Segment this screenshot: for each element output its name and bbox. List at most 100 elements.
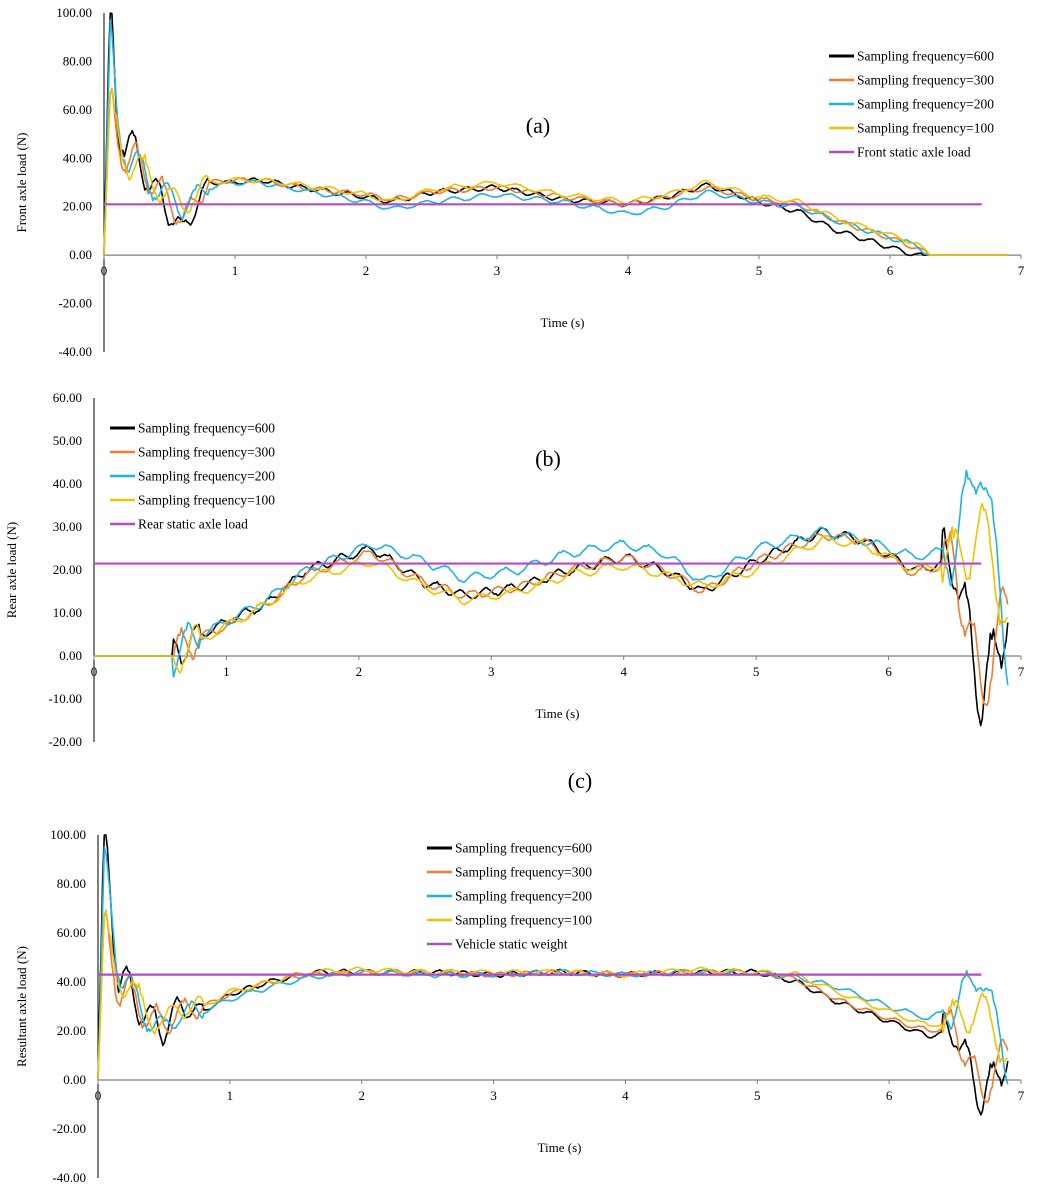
x-tick-label: 5: [753, 664, 760, 679]
panel-label: (b): [535, 446, 561, 471]
x-tick-label: 4: [625, 263, 632, 278]
legend-label: Sampling frequency=300: [455, 865, 592, 880]
legend-item: Sampling frequency=100: [829, 121, 994, 136]
x-tick-label: 2: [363, 263, 370, 278]
legend-label: Sampling frequency=300: [138, 445, 275, 460]
panel-label: (a): [526, 113, 550, 138]
y-tick-label: 20.00: [57, 1023, 86, 1038]
legend-label: Sampling frequency=600: [455, 841, 592, 856]
legend-item: Sampling frequency=200: [829, 97, 994, 112]
chart-panel-3: 100.00 80.00 60.00 40.00 20.00 0.00 -20.00 -40.…: [14, 768, 1025, 1185]
legend-label: Rear static axle load: [138, 517, 248, 532]
legend-label: Front static axle load: [857, 145, 971, 160]
x-tick-label: 1: [223, 664, 230, 679]
series-line: [103, 88, 1008, 256]
x-tick-label: 1: [227, 1088, 234, 1103]
legend: Sampling frequency=600 Sampling frequency…: [427, 841, 592, 952]
x-tick-label: 5: [756, 263, 763, 278]
series-line: [94, 469, 1009, 686]
y-tick-label: 80.00: [57, 876, 86, 891]
y-tick-label: -40.00: [52, 1170, 86, 1185]
y-tick-label: 30.00: [53, 519, 82, 534]
y-tick-label: 40.00: [57, 974, 86, 989]
series-line: [97, 910, 1009, 1081]
y-tick-label: 0.00: [59, 648, 82, 663]
series-line: [97, 846, 1009, 1085]
legend-item: Sampling frequency=100: [110, 493, 275, 508]
y-tick-label: -20.00: [58, 296, 92, 311]
series-line: [94, 526, 1009, 727]
x-tick-label: 4: [622, 1088, 629, 1103]
x-tick-label: 3: [494, 263, 501, 278]
legend-label: Sampling frequency=100: [857, 121, 994, 136]
y-tick-label: 100.00: [50, 827, 86, 842]
x-tick-label: 7: [1018, 664, 1025, 679]
x-tick-label: 3: [490, 1088, 497, 1103]
legend-item: Sampling frequency=600: [829, 49, 994, 64]
legend-item: Sampling frequency=200: [427, 889, 592, 904]
y-tick-label: 10.00: [53, 605, 82, 620]
y-tick-label: -20.00: [52, 1121, 86, 1136]
x-tick-label: 0: [101, 263, 108, 278]
y-tick-label: 60.00: [63, 102, 92, 117]
y-tick-label: 40.00: [63, 150, 92, 165]
legend: Sampling frequency=600 Sampling frequency…: [829, 49, 994, 160]
legend-item: Rear static axle load: [110, 517, 248, 532]
legend-label: Sampling frequency=200: [857, 97, 994, 112]
x-tick-label: 3: [488, 664, 495, 679]
y-tick-label: 60.00: [53, 390, 82, 405]
legend-label: Sampling frequency=200: [455, 889, 592, 904]
series-line: [94, 502, 1009, 674]
y-tick-label: 40.00: [53, 476, 82, 491]
y-tick-label: -10.00: [48, 691, 82, 706]
legend-label: Vehicle static weight: [455, 937, 568, 952]
y-tick-label: 0.00: [69, 247, 92, 262]
legend-label: Sampling frequency=200: [138, 469, 275, 484]
x-axis-title: Time (s): [541, 315, 585, 330]
y-tick-label: 100.00: [56, 5, 92, 20]
x-tick-label: 2: [358, 1088, 365, 1103]
legend-item: Vehicle static weight: [427, 937, 568, 952]
y-tick-label: 0.00: [63, 1072, 86, 1087]
legend-item: Sampling frequency=300: [427, 865, 592, 880]
x-tick-label: 1: [232, 263, 239, 278]
x-tick-label: 0: [91, 664, 98, 679]
legend-label: Sampling frequency=100: [138, 493, 275, 508]
legend-item: Sampling frequency=300: [110, 445, 275, 460]
x-axis-title: Time (s): [538, 1140, 582, 1155]
y-tick-label: -40.00: [58, 344, 92, 359]
legend-label: Sampling frequency=100: [455, 913, 592, 928]
y-axis-title: Rear axle load (N): [4, 522, 19, 618]
legend-label: Sampling frequency=300: [857, 73, 994, 88]
series-line: [103, 12, 1008, 257]
x-tick-label: 6: [887, 263, 894, 278]
y-axis-title: Resultant axle load (N): [14, 946, 29, 1067]
y-tick-label: 20.00: [63, 199, 92, 214]
chart-panel-2: 60.00 50.00 40.00 30.00 20.00 10.00 0.00 -10.00…: [4, 390, 1025, 749]
legend-label: Sampling frequency=600: [857, 49, 994, 64]
x-tick-label: 7: [1018, 1088, 1025, 1103]
chart-panel-1: 100.00 80.00 60.00 40.00 20.00 0.00 -20.00 -40.…: [14, 5, 1025, 359]
legend: Sampling frequency=600 Sampling frequency…: [110, 421, 275, 532]
x-tick-label: 2: [356, 664, 363, 679]
x-tick-label: 0: [95, 1088, 102, 1103]
legend-label: Sampling frequency=600: [138, 421, 275, 436]
legend-item: Front static axle load: [829, 145, 971, 160]
panel-label: (c): [568, 768, 592, 793]
y-tick-label: 50.00: [53, 433, 82, 448]
x-tick-label: 6: [886, 1088, 893, 1103]
x-tick-label: 7: [1018, 263, 1025, 278]
legend-item: Sampling frequency=600: [110, 421, 275, 436]
y-tick-label: 60.00: [57, 925, 86, 940]
y-axis-title: Front axle load (N): [14, 132, 29, 232]
legend-item: Sampling frequency=200: [110, 469, 275, 484]
legend-item: Sampling frequency=300: [829, 73, 994, 88]
series-line: [103, 87, 1008, 256]
legend-item: Sampling frequency=100: [427, 913, 592, 928]
series-line: [103, 19, 1008, 257]
legend-item: Sampling frequency=600: [427, 841, 592, 856]
x-axis-title: Time (s): [536, 706, 580, 721]
x-tick-label: 6: [885, 664, 892, 679]
y-tick-label: 80.00: [63, 53, 92, 68]
